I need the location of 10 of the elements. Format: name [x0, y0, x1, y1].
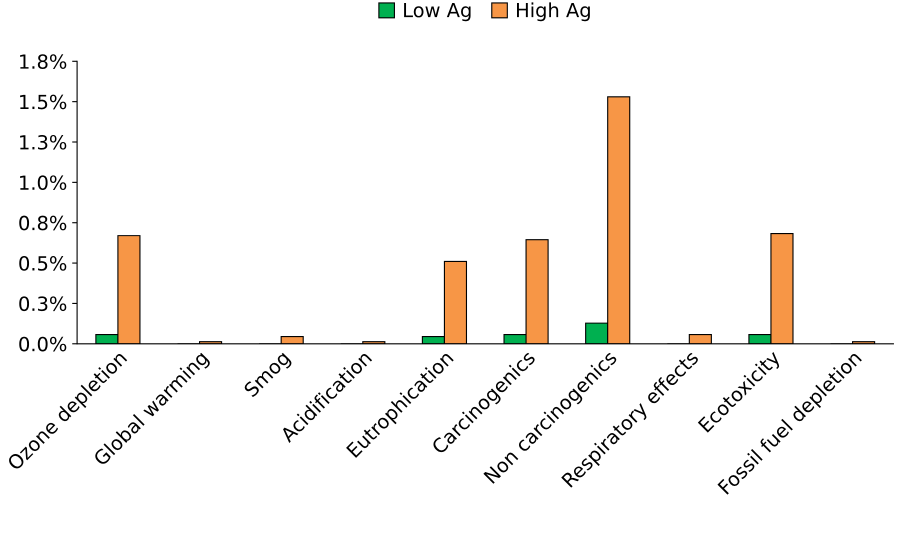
y-tick-label: 0.3% — [19, 296, 66, 312]
y-tick-label: 1.5% — [20, 94, 66, 110]
legend-label: Low Ag — [404, 2, 471, 22]
y-tick-label: 1.0% — [20, 175, 66, 190]
y-tick-label: 1.3% — [20, 134, 66, 150]
y-tick-label: 1.8% — [20, 54, 66, 69]
y-tick-label: 0.8% — [19, 216, 66, 230]
y-tick-label: 0.5% — [19, 256, 66, 271]
legend-label: High Ag — [517, 2, 590, 22]
y-tick-label: 0.0% — [19, 336, 66, 352]
